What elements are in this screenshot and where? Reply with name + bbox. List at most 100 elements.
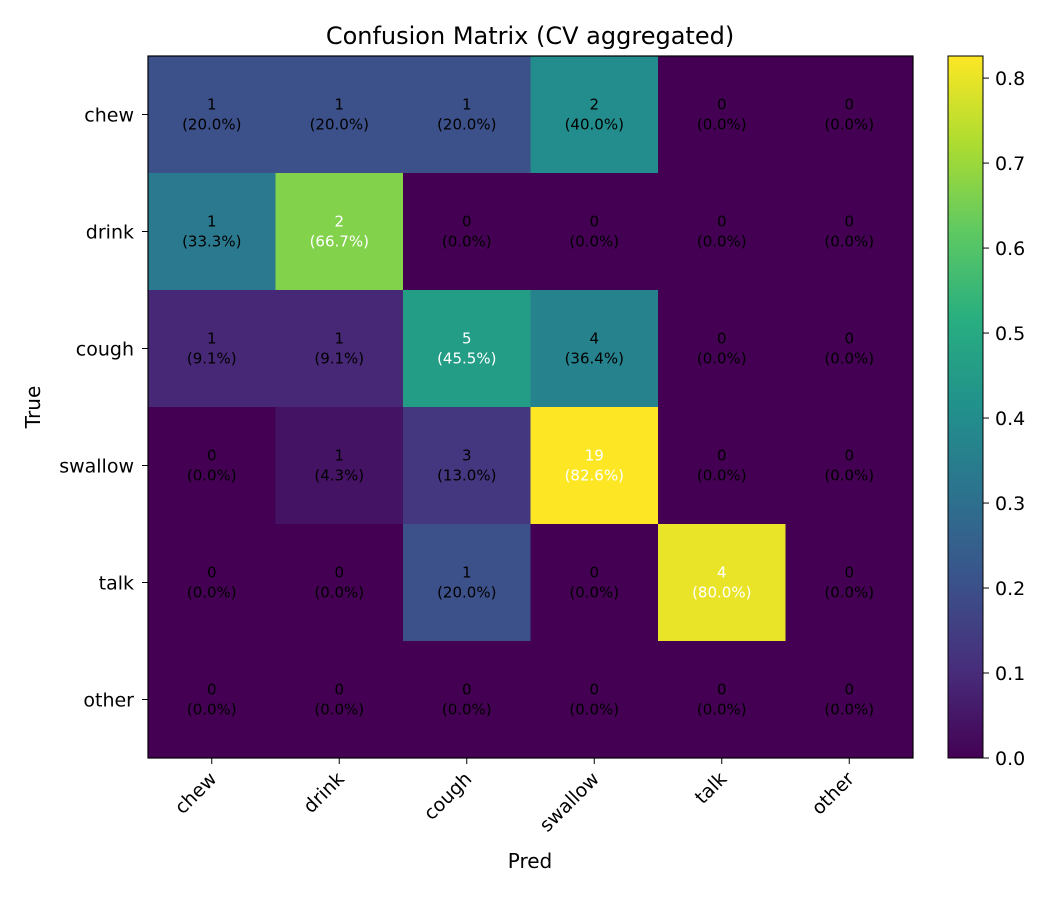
cell-percent-label: (0.0%): [442, 701, 492, 719]
cell-percent-label: (0.0%): [314, 584, 364, 602]
colorbar-tick-label: 0.1: [995, 663, 1025, 685]
cell-count-label: 0: [844, 447, 854, 465]
cell-count-label: 2: [334, 213, 344, 231]
heatmap-cell-chew-chew: [148, 56, 276, 174]
cell-count-label: 2: [589, 96, 599, 114]
x-tick-label: swallow: [535, 768, 603, 836]
colorbar-tick-label: 0.8: [995, 68, 1025, 90]
cell-count-label: 0: [844, 213, 854, 231]
y-tick-label: cough: [76, 339, 134, 361]
y-tick-label: swallow: [59, 456, 134, 478]
cell-percent-label: (45.5%): [437, 350, 496, 368]
colorbar-tick-label: 0.6: [995, 238, 1025, 260]
cell-percent-label: (0.0%): [569, 701, 619, 719]
colorbar-tick-label: 0.4: [995, 408, 1025, 430]
y-tick-label: chew: [84, 105, 134, 127]
cell-count-label: 0: [717, 96, 727, 114]
y-tick-label: drink: [86, 222, 134, 244]
cell-percent-label: (9.1%): [187, 350, 237, 368]
heatmap-cell-drink-swallow: [530, 173, 659, 291]
cell-percent-label: (0.0%): [697, 701, 747, 719]
cell-percent-label: (33.3%): [182, 233, 241, 251]
heatmap-cell-cough-talk: [658, 290, 786, 408]
colorbar-tick-label: 0.5: [995, 323, 1025, 345]
cell-percent-label: (0.0%): [569, 233, 619, 251]
y-tick-label: talk: [99, 573, 134, 595]
heatmap-cell-talk-chew: [148, 524, 276, 642]
cell-count-label: 4: [717, 564, 727, 582]
heatmap-cell-cough-drink: [275, 290, 404, 408]
cell-count-label: 0: [844, 564, 854, 582]
heatmap-cell-chew-other: [785, 56, 914, 174]
cell-percent-label: (40.0%): [565, 116, 624, 134]
cell-percent-label: (0.0%): [187, 467, 237, 485]
cell-percent-label: (9.1%): [314, 350, 364, 368]
heatmap-cell-drink-cough: [403, 173, 531, 291]
heatmap-cell-drink-other: [785, 173, 914, 291]
heatmap-cell-drink-drink: [275, 173, 404, 291]
heatmap-cell-swallow-swallow: [530, 407, 659, 525]
heatmap-cell-swallow-cough: [403, 407, 531, 525]
x-tick-label: other: [807, 768, 858, 819]
cell-count-label: 0: [844, 96, 854, 114]
x-axis-ticks: chew drink cough swallow talk other: [171, 758, 859, 836]
colorbar-tick-label: 0.3: [995, 493, 1025, 515]
cell-count-label: 0: [717, 447, 727, 465]
heatmap-cell-talk-drink: [275, 524, 404, 642]
heatmap-cell-talk-cough: [403, 524, 531, 642]
heatmap-cell-other-chew: [148, 641, 276, 759]
cell-count-label: 0: [207, 447, 217, 465]
cell-count-label: 1: [334, 96, 344, 114]
cell-count-label: 0: [334, 681, 344, 699]
cell-count-label: 0: [844, 330, 854, 348]
x-tick-label: talk: [691, 768, 732, 809]
cell-percent-label: (0.0%): [824, 701, 874, 719]
cell-count-label: 0: [589, 564, 599, 582]
cell-percent-label: (0.0%): [697, 116, 747, 134]
heatmap-cell-chew-drink: [275, 56, 404, 174]
cell-count-label: 1: [207, 213, 217, 231]
cell-count-label: 4: [589, 330, 599, 348]
cell-count-label: 0: [589, 681, 599, 699]
heatmap-cell-swallow-chew: [148, 407, 276, 525]
colorbar-tick-label: 0.7: [995, 153, 1025, 175]
cell-percent-label: (20.0%): [310, 116, 369, 134]
heatmap-cells: [148, 56, 914, 759]
heatmap-cell-cough-chew: [148, 290, 276, 408]
heatmap-cell-other-other: [785, 641, 914, 759]
heatmap-cell-talk-other: [785, 524, 914, 642]
cell-percent-label: (0.0%): [697, 467, 747, 485]
cell-count-label: 0: [844, 681, 854, 699]
x-tick-label: drink: [299, 768, 349, 818]
cell-count-label: 0: [717, 330, 727, 348]
cell-percent-label: (0.0%): [187, 584, 237, 602]
heatmap-cell-chew-swallow: [530, 56, 659, 174]
cell-count-label: 5: [462, 330, 472, 348]
cell-count-label: 3: [462, 447, 472, 465]
cell-percent-label: (0.0%): [824, 467, 874, 485]
cell-percent-label: (0.0%): [187, 701, 237, 719]
cell-count-label: 1: [334, 447, 344, 465]
heatmap-cell-swallow-talk: [658, 407, 786, 525]
cell-percent-label: (20.0%): [437, 584, 496, 602]
heatmap-cell-chew-talk: [658, 56, 786, 174]
heatmap-cell-cough-swallow: [530, 290, 659, 408]
cell-count-label: 0: [334, 564, 344, 582]
heatmap-cell-other-talk: [658, 641, 786, 759]
cell-count-label: 0: [717, 213, 727, 231]
colorbar: [947, 55, 984, 759]
cell-count-label: 1: [462, 96, 472, 114]
cell-percent-label: (0.0%): [697, 233, 747, 251]
cell-percent-label: (0.0%): [824, 584, 874, 602]
heatmap-cell-drink-chew: [148, 173, 276, 291]
plot-frame: [147, 55, 914, 759]
y-tick-label: other: [83, 690, 134, 712]
x-tick-label: cough: [420, 768, 477, 825]
cell-percent-label: (0.0%): [314, 701, 364, 719]
heatmap-cell-other-cough: [403, 641, 531, 759]
heatmap-cell-other-swallow: [530, 641, 659, 759]
cell-count-label: 1: [462, 564, 472, 582]
heatmap-cell-cough-other: [785, 290, 914, 408]
cell-count-label: 1: [207, 96, 217, 114]
